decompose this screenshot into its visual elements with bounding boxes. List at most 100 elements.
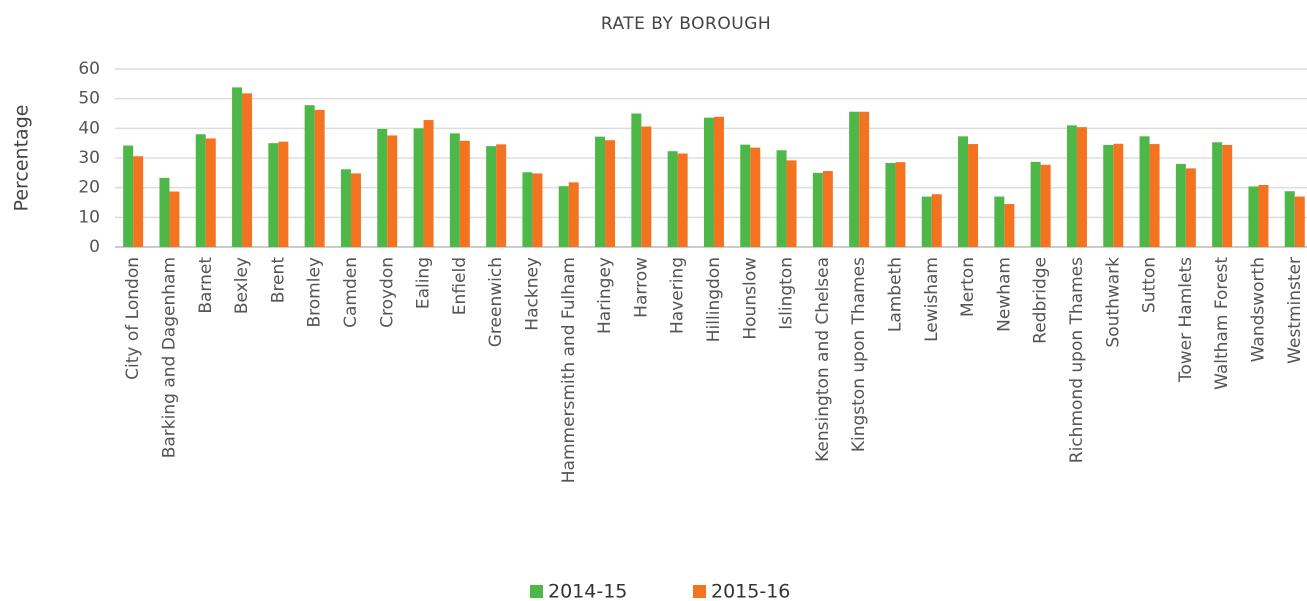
bar <box>1040 164 1051 247</box>
bar <box>169 191 180 247</box>
x-tick-label: Kensington and Chelsea <box>813 257 833 462</box>
bar <box>822 171 833 247</box>
bar <box>931 194 942 247</box>
y-tick-label: 20 <box>78 178 100 198</box>
y-tick-label: 0 <box>89 237 100 257</box>
x-tick-label: Redbridge <box>1031 257 1051 344</box>
bar <box>786 160 797 247</box>
bar <box>350 173 361 247</box>
bar <box>377 128 388 247</box>
x-tick-label: Bexley <box>232 257 252 314</box>
y-tick-label: 40 <box>78 118 100 138</box>
bar <box>1076 127 1087 247</box>
y-tick-label: 50 <box>78 89 100 109</box>
bar <box>1294 196 1305 247</box>
x-tick-label: Enfield <box>450 257 470 315</box>
bar <box>895 162 906 247</box>
bar <box>232 87 243 247</box>
bar <box>449 133 460 247</box>
bar <box>885 163 896 247</box>
bar <box>921 196 932 247</box>
x-tick-label: Haringey <box>595 257 615 334</box>
bar <box>968 144 979 247</box>
bar <box>423 120 434 247</box>
x-tick-label: Croydon <box>377 257 397 328</box>
bar <box>133 156 144 247</box>
legend-label: 2014-15 <box>548 581 627 601</box>
bar <box>958 136 969 247</box>
legend-swatch <box>530 585 543 598</box>
bar <box>1175 163 1186 247</box>
x-tick-label: Hounslow <box>740 257 760 340</box>
bar <box>486 146 497 247</box>
bar <box>703 117 714 247</box>
bar <box>123 145 134 247</box>
bar <box>1149 144 1160 247</box>
x-tick-label: Hillingdon <box>704 257 724 342</box>
bar <box>812 172 823 247</box>
bar <box>631 113 642 247</box>
x-tick-label: Greenwich <box>486 257 506 347</box>
y-tick-label: 30 <box>78 148 100 168</box>
bar <box>558 186 569 247</box>
x-tick-label: Havering <box>668 257 688 334</box>
x-tick-label: Hammersmith and Fulham <box>559 257 579 483</box>
x-tick-label: Camden <box>341 257 361 328</box>
bar <box>1222 144 1233 247</box>
x-tick-label: Lewisham <box>922 257 942 342</box>
bar <box>667 151 678 247</box>
x-tick-label: Bromley <box>305 257 325 327</box>
bar <box>713 116 724 247</box>
bar <box>496 144 507 247</box>
x-tick-label: Wandsworth <box>1248 257 1268 362</box>
y-tick-label: 10 <box>78 207 100 227</box>
x-tick-label: Southwark <box>1103 257 1123 348</box>
x-tick-label: Lambeth <box>885 257 905 332</box>
x-tick-label: Tower Hamlets <box>1176 257 1196 383</box>
y-axis-title: Percentage <box>11 105 33 212</box>
bar <box>1284 191 1295 247</box>
bar <box>568 182 579 247</box>
bar <box>859 111 870 247</box>
bar <box>387 135 398 247</box>
bar <box>159 177 170 247</box>
x-tick-label: City of London <box>123 257 143 380</box>
bar <box>304 105 315 248</box>
bar <box>994 196 1005 247</box>
bar <box>1212 142 1223 247</box>
bar <box>595 136 606 247</box>
bar <box>522 172 533 247</box>
x-tick-label: Brent <box>268 257 288 304</box>
bar <box>1066 125 1077 247</box>
bar <box>740 144 751 247</box>
legend-label: 2015-16 <box>711 581 790 601</box>
x-tick-label: Harrow <box>631 257 651 318</box>
x-tick-label: Barking and Dagenham <box>159 257 179 458</box>
x-tick-label: Merton <box>958 257 978 317</box>
bar <box>776 150 787 247</box>
bar <box>1103 144 1114 247</box>
x-tick-label: Barnet <box>196 257 216 314</box>
bar <box>1185 168 1196 247</box>
legend-swatch <box>693 585 706 598</box>
bar <box>459 140 470 247</box>
bar <box>268 143 279 247</box>
bar <box>1258 184 1269 247</box>
bar <box>1030 161 1041 247</box>
bar <box>340 169 351 247</box>
bar <box>1004 203 1015 247</box>
bar <box>677 153 688 247</box>
bar <box>1139 136 1150 247</box>
x-tick-label: Richmond upon Thames <box>1067 257 1087 463</box>
bar <box>205 138 216 247</box>
bar <box>195 134 206 247</box>
x-tick-label: Kingston upon Thames <box>849 257 869 452</box>
bar <box>849 111 860 247</box>
bar <box>532 173 543 247</box>
bar <box>605 140 616 247</box>
bar <box>413 128 424 247</box>
x-tick-label: Westminster <box>1285 257 1305 364</box>
bar <box>242 93 253 248</box>
x-tick-label: Hackney <box>522 257 542 331</box>
